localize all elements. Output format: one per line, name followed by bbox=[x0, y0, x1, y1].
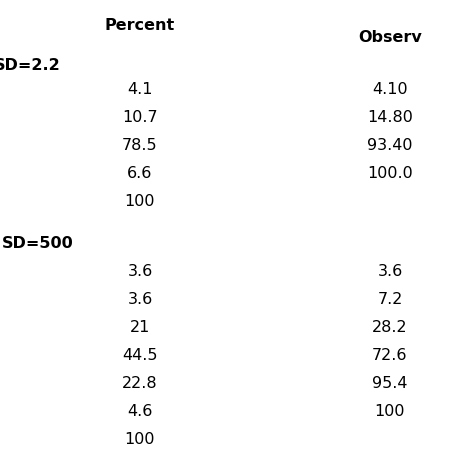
Text: 100: 100 bbox=[125, 194, 155, 209]
Text: 6.6: 6.6 bbox=[128, 166, 153, 181]
Text: SD=500: SD=500 bbox=[2, 236, 74, 251]
Text: 78.5: 78.5 bbox=[122, 138, 158, 153]
Text: 3.6: 3.6 bbox=[377, 264, 402, 279]
Text: 4.6: 4.6 bbox=[128, 404, 153, 419]
Text: SD=2.2: SD=2.2 bbox=[0, 58, 61, 73]
Text: 4.10: 4.10 bbox=[372, 82, 408, 97]
Text: 44.5: 44.5 bbox=[122, 348, 158, 363]
Text: 10.7: 10.7 bbox=[122, 110, 158, 125]
Text: 100: 100 bbox=[125, 432, 155, 447]
Text: 3.6: 3.6 bbox=[128, 264, 153, 279]
Text: 93.40: 93.40 bbox=[367, 138, 413, 153]
Text: Percent: Percent bbox=[105, 18, 175, 33]
Text: 7.2: 7.2 bbox=[377, 292, 403, 307]
Text: 72.6: 72.6 bbox=[372, 348, 408, 363]
Text: 100: 100 bbox=[375, 404, 405, 419]
Text: 95.4: 95.4 bbox=[372, 376, 408, 391]
Text: 3.6: 3.6 bbox=[128, 292, 153, 307]
Text: 4.1: 4.1 bbox=[127, 82, 153, 97]
Text: 21: 21 bbox=[130, 320, 150, 335]
Text: 14.80: 14.80 bbox=[367, 110, 413, 125]
Text: 22.8: 22.8 bbox=[122, 376, 158, 391]
Text: 100.0: 100.0 bbox=[367, 166, 413, 181]
Text: Observ: Observ bbox=[358, 30, 422, 45]
Text: 28.2: 28.2 bbox=[372, 320, 408, 335]
